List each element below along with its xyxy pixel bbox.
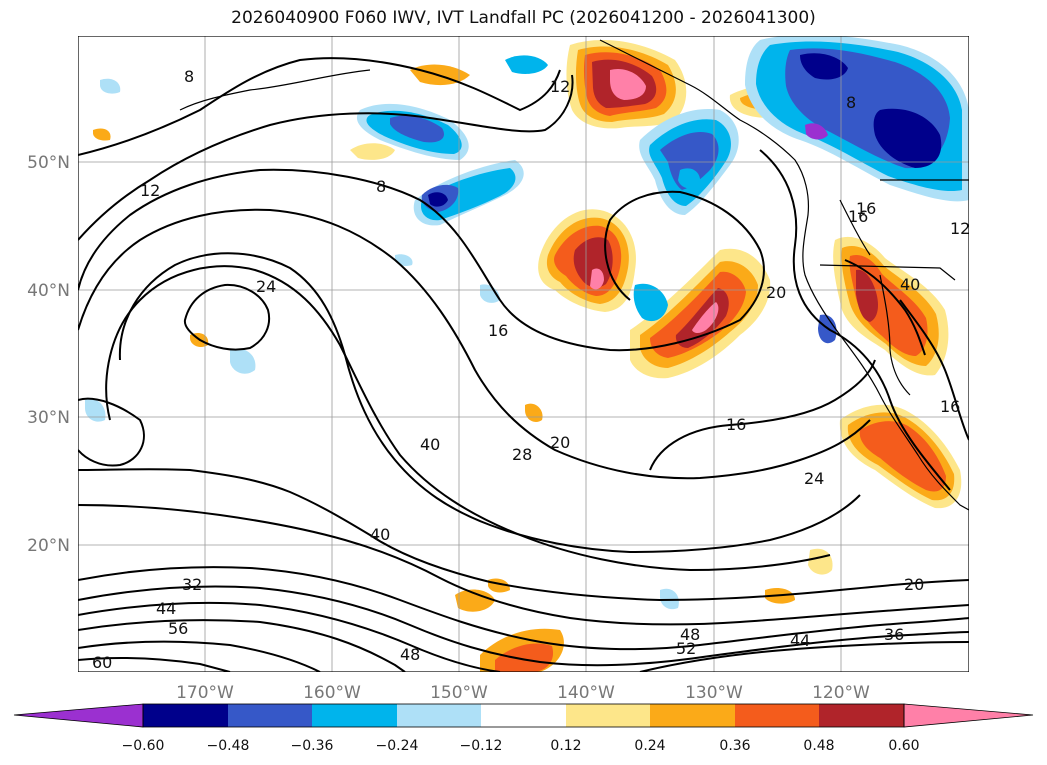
contour-label: 44: [156, 599, 176, 618]
colorbar-segment: [481, 704, 566, 727]
lat-tick: 40°N: [27, 281, 70, 301]
contour-label: 40: [420, 435, 440, 454]
colorbar-tick-label: −0.60: [122, 738, 165, 754]
colorbar-segment: [819, 704, 904, 727]
map-area: 8 12 12 24 16 16 20 28 40 40 32 44 56 60…: [78, 36, 970, 672]
lon-tick: 170°W: [176, 683, 234, 703]
map-grid: [78, 36, 969, 672]
positive-anomaly-fills: [93, 40, 962, 672]
contour-label: 56: [168, 619, 188, 638]
colorbar-segment: [143, 704, 228, 727]
contour-label: 36: [884, 625, 904, 644]
colorbar-tick-label: −0.24: [376, 738, 419, 754]
lat-tick: 30°N: [27, 408, 70, 428]
contour-label: 12: [950, 219, 970, 238]
contour-label: 20: [904, 575, 924, 594]
colorbar: −0.60 −0.48 −0.36 −0.24 −0.12 0.12 0.24 …: [13, 703, 1034, 754]
contour-label: 8: [376, 177, 386, 196]
colorbar-segment: [312, 704, 397, 727]
colorbar-segment: [228, 704, 312, 727]
colorbar-tick-label: −0.12: [460, 738, 503, 754]
contour-label: 20: [550, 433, 570, 452]
contour-label: 40: [900, 275, 920, 294]
colorbar-tick-label: 0.36: [719, 738, 750, 754]
map-title: 2026040900 F060 IWV, IVT Landfall PC (20…: [231, 8, 816, 28]
contour-label: 16: [726, 415, 746, 434]
lat-tick: 20°N: [27, 536, 70, 556]
contour-label: 16: [488, 321, 508, 340]
contour-label: 48: [400, 645, 420, 664]
lon-tick: 130°W: [685, 683, 743, 703]
contour-label: 32: [182, 575, 202, 594]
colorbar-segment: [735, 704, 819, 727]
lon-tick: 150°W: [430, 683, 488, 703]
colorbar-tick-label: −0.36: [291, 738, 334, 754]
contour-label: 28: [512, 445, 532, 464]
contour-label: 24: [256, 277, 276, 296]
contour-label: 20: [766, 283, 786, 302]
lon-tick: 160°W: [303, 683, 361, 703]
lat-tick-labels: 50°N 40°N 30°N 20°N: [27, 153, 70, 556]
contour-labels: 8 12 12 24 16 16 20 28 40 40 32 44 56 60…: [92, 67, 970, 672]
contour-label: 12: [550, 77, 570, 96]
contour-label: 24: [804, 469, 824, 488]
contour-label: 44: [790, 631, 810, 650]
lon-tick: 120°W: [812, 683, 870, 703]
coastlines: [179, 39, 969, 511]
colorbar-segment: [397, 704, 481, 727]
contour-label: 40: [370, 525, 390, 544]
colorbar-tick-label: 0.24: [634, 738, 665, 754]
contour-label: 12: [140, 181, 160, 200]
colorbar-tick-label: −0.48: [207, 738, 250, 754]
contour-label: 48: [680, 625, 700, 644]
contour-label: 16: [848, 207, 868, 226]
colorbar-min-extend: [13, 703, 144, 728]
contour-label: 8: [184, 67, 194, 86]
contour-label: 8: [846, 93, 856, 112]
contour-label: 16: [940, 397, 960, 416]
lat-tick: 50°N: [27, 153, 70, 173]
colorbar-segment: [650, 704, 735, 727]
negative-anomaly-fills: [85, 36, 969, 610]
colorbar-tick-label: 0.60: [888, 738, 919, 754]
contour-label: 52: [676, 639, 696, 658]
colorbar-tick-label: 0.48: [803, 738, 834, 754]
colorbar-max-extend: [903, 703, 1034, 728]
lon-tick-labels: 170°W 160°W 150°W 140°W 130°W 120°W: [176, 683, 870, 703]
contour-label: 60: [92, 653, 112, 672]
lon-tick: 140°W: [557, 683, 615, 703]
contour-label: 16: [856, 199, 876, 218]
colorbar-segment: [566, 704, 650, 727]
colorbar-tick-label: 0.12: [550, 738, 581, 754]
iwv-contours: [78, 57, 969, 672]
